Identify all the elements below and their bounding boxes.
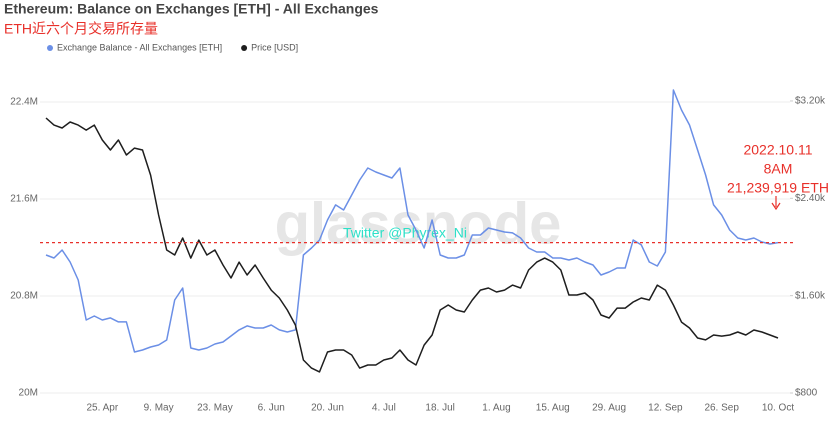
x-tick-label: 23. May — [197, 403, 233, 414]
y-tick-label: 22.4M — [10, 97, 38, 108]
chart-subtitle: ETH近六个月交易所存量 — [4, 21, 158, 37]
credit: Twitter @Phyrex_Ni — [343, 225, 467, 241]
legend-marker — [241, 45, 248, 51]
legend-marker — [47, 45, 53, 51]
annotation-arrowhead — [771, 202, 781, 211]
x-tick-label: 10. Oct — [762, 403, 794, 414]
series-line — [45, 117, 779, 373]
annotation — [771, 196, 781, 211]
annotation-text: 21,239,919 ETH — [727, 180, 829, 196]
y2-tick-label: $800 — [795, 388, 818, 399]
x-tick-label: 20. Jun — [311, 403, 344, 414]
legend-label: Price [USD] — [251, 42, 298, 52]
x-tick-label: 1. Aug — [482, 403, 510, 414]
y-tick-label: 20M — [19, 388, 38, 399]
x-tick-label: 12. Sep — [648, 403, 683, 414]
y-tick-label: 21.6M — [10, 194, 38, 205]
annotation-text: 8AM — [764, 161, 793, 177]
x-tick-label: 18. Jul — [425, 403, 454, 414]
y-tick-label: 20.8M — [10, 291, 38, 302]
annotation-text: 2022.10.11 — [743, 142, 812, 158]
x-tick-label: 4. Jul — [372, 403, 396, 414]
watermark: glassnode — [275, 191, 562, 256]
x-tick-label: 25. Apr — [86, 403, 118, 414]
x-tick-label: 29. Aug — [592, 403, 626, 414]
chart-title: Ethereum: Balance on Exchanges [ETH] - A… — [4, 1, 379, 17]
x-tick-label: 26. Sep — [704, 403, 739, 414]
y2-tick-label: $1.60k — [795, 290, 826, 301]
x-tick-label: 6. Jun — [258, 403, 285, 414]
y2-tick-label: $3.20k — [795, 96, 826, 107]
x-tick-label: 9. May — [144, 403, 174, 414]
legend-label: Exchange Balance - All Exchanges [ETH] — [57, 42, 222, 52]
y2-tick-label: $2.40k — [795, 193, 826, 204]
series-line — [45, 89, 779, 353]
x-tick-label: 15. Aug — [536, 403, 570, 414]
